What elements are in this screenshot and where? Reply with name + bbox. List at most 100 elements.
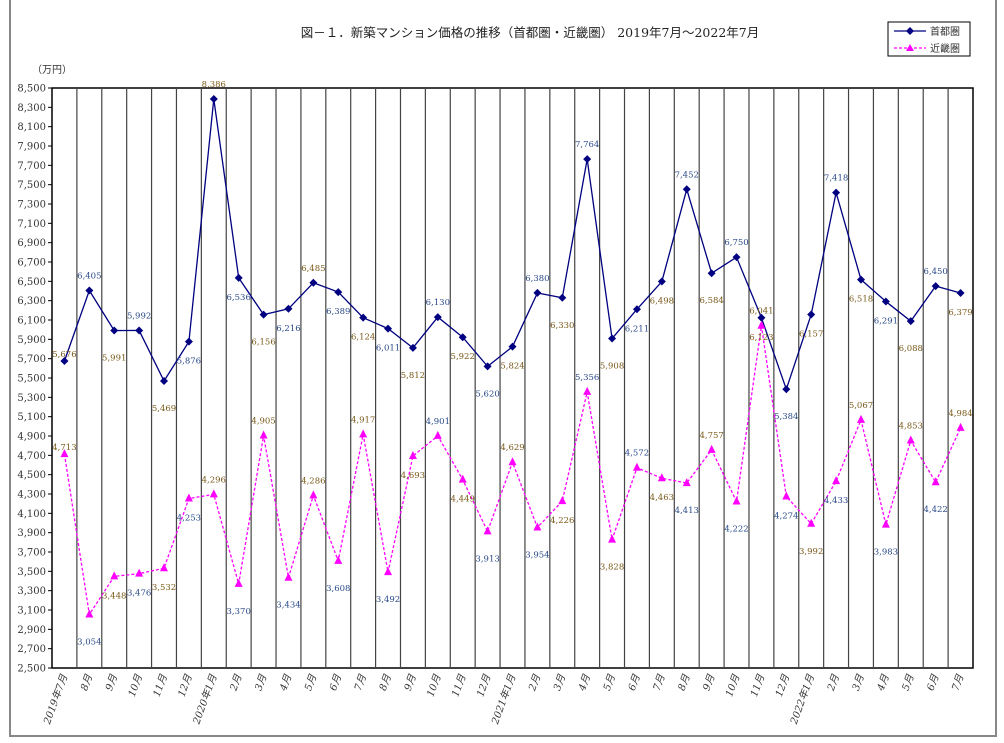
x-tick-label: 6月 <box>328 672 344 692</box>
data-point-shutoken <box>458 333 467 342</box>
data-point-shutoken <box>259 310 268 319</box>
x-tick-label: 9月 <box>104 672 120 692</box>
y-tick-label: 5,700 <box>17 354 46 365</box>
x-tick-label: 7月 <box>652 672 668 692</box>
y-tick-label: 7,700 <box>17 161 46 172</box>
legend-diamond-icon <box>906 27 914 35</box>
data-point-shutoken <box>931 282 940 291</box>
x-tick-label: 2月 <box>527 672 544 693</box>
data-point-kinki <box>458 474 467 483</box>
y-tick-label: 6,500 <box>17 277 46 288</box>
data-point-kinki <box>234 578 243 587</box>
data-label: 4,433 <box>824 496 848 506</box>
data-point-shutoken <box>110 326 119 335</box>
data-label: 3,434 <box>276 601 300 611</box>
x-tick-label: 2021年1月 <box>489 672 519 727</box>
data-point-kinki <box>184 493 193 502</box>
x-tick-label: 2月 <box>826 672 843 693</box>
data-label: 5,067 <box>849 401 873 411</box>
data-label: 5,991 <box>102 354 126 364</box>
y-tick-label: 4,700 <box>17 451 46 462</box>
y-tick-label: 2,500 <box>17 664 46 675</box>
x-tick-label: 3月 <box>851 672 867 692</box>
data-point-shutoken <box>782 385 791 394</box>
data-label: 5,620 <box>475 389 499 399</box>
x-tick-label: 12月 <box>177 672 195 698</box>
data-label: 3,054 <box>77 637 101 647</box>
data-point-shutoken <box>608 334 617 343</box>
data-point-kinki <box>583 386 592 395</box>
x-tick-label: 10月 <box>724 672 742 698</box>
data-label: 6,041 <box>749 307 773 317</box>
data-point-shutoken <box>334 288 343 297</box>
data-point-shutoken <box>508 342 517 351</box>
data-label: 3,532 <box>152 583 176 593</box>
data-point-kinki <box>284 572 293 581</box>
data-label: 6,088 <box>899 344 923 354</box>
x-tick-label: 2月 <box>228 672 245 693</box>
x-tick-label: 9月 <box>403 672 419 692</box>
data-label: 4,629 <box>500 443 524 453</box>
data-point-shutoken <box>807 310 816 319</box>
data-point-kinki <box>533 522 542 531</box>
data-point-shutoken <box>359 313 368 322</box>
data-point-shutoken <box>558 293 567 302</box>
data-point-kinki <box>881 519 890 528</box>
data-point-shutoken <box>209 95 218 104</box>
data-point-shutoken <box>682 185 691 194</box>
data-label: 3,492 <box>376 595 400 605</box>
y-tick-label: 3,500 <box>17 567 46 578</box>
data-point-shutoken <box>533 288 542 297</box>
y-tick-label: 3,100 <box>17 606 46 617</box>
x-tick-label: 5月 <box>901 672 917 692</box>
data-point-kinki <box>209 489 218 498</box>
data-label: 4,693 <box>401 471 425 481</box>
data-point-kinki <box>359 429 368 438</box>
data-point-shutoken <box>657 277 666 286</box>
data-label: 4,463 <box>650 493 674 503</box>
data-point-kinki <box>85 609 94 618</box>
data-point-shutoken <box>632 305 641 314</box>
y-tick-label: 6,700 <box>17 258 46 269</box>
data-point-kinki <box>757 320 766 329</box>
y-tick-label: 5,500 <box>17 374 46 385</box>
y-tick-label: 6,900 <box>17 238 46 249</box>
x-tick-label: 6月 <box>926 672 942 692</box>
data-label: 4,853 <box>899 422 923 432</box>
data-label: 5,908 <box>600 362 624 372</box>
data-point-shutoken <box>433 313 442 322</box>
data-label: 4,226 <box>550 516 574 526</box>
y-tick-label: 8,500 <box>17 84 46 95</box>
x-tick-label: 9月 <box>702 672 718 692</box>
data-label: 3,913 <box>475 554 499 564</box>
x-tick-label: 4月 <box>875 672 892 693</box>
data-label: 6,389 <box>326 307 350 317</box>
data-label: 7,764 <box>575 140 599 150</box>
data-label: 6,211 <box>625 324 649 334</box>
data-label: 4,422 <box>923 505 947 515</box>
data-label: 3,476 <box>127 589 151 599</box>
data-label: 3,370 <box>227 607 251 617</box>
x-tick-label: 8月 <box>677 672 693 692</box>
data-label: 4,984 <box>948 409 972 419</box>
data-point-shutoken <box>160 376 169 385</box>
data-point-kinki <box>508 457 517 466</box>
data-label: 4,713 <box>52 443 76 453</box>
data-label: 3,983 <box>874 548 898 558</box>
data-label: 6,124 <box>351 333 375 343</box>
data-label: 3,448 <box>102 591 126 601</box>
data-point-shutoken <box>757 313 766 322</box>
data-label: 4,253 <box>177 514 201 524</box>
x-tick-label: 10月 <box>426 672 444 698</box>
y-tick-label: 7,500 <box>17 180 46 191</box>
data-label: 5,992 <box>127 311 151 321</box>
data-label: 7,452 <box>675 170 699 180</box>
data-label: 5,824 <box>500 362 524 372</box>
x-tick-label: 2020年1月 <box>190 672 220 727</box>
legend-label-kinki: 近畿圏 <box>930 42 960 55</box>
data-point-shutoken <box>483 362 492 371</box>
y-tick-label: 5,100 <box>17 412 46 423</box>
data-label: 6,380 <box>525 274 549 284</box>
data-point-kinki <box>707 444 716 453</box>
y-tick-label: 7,900 <box>17 142 46 153</box>
